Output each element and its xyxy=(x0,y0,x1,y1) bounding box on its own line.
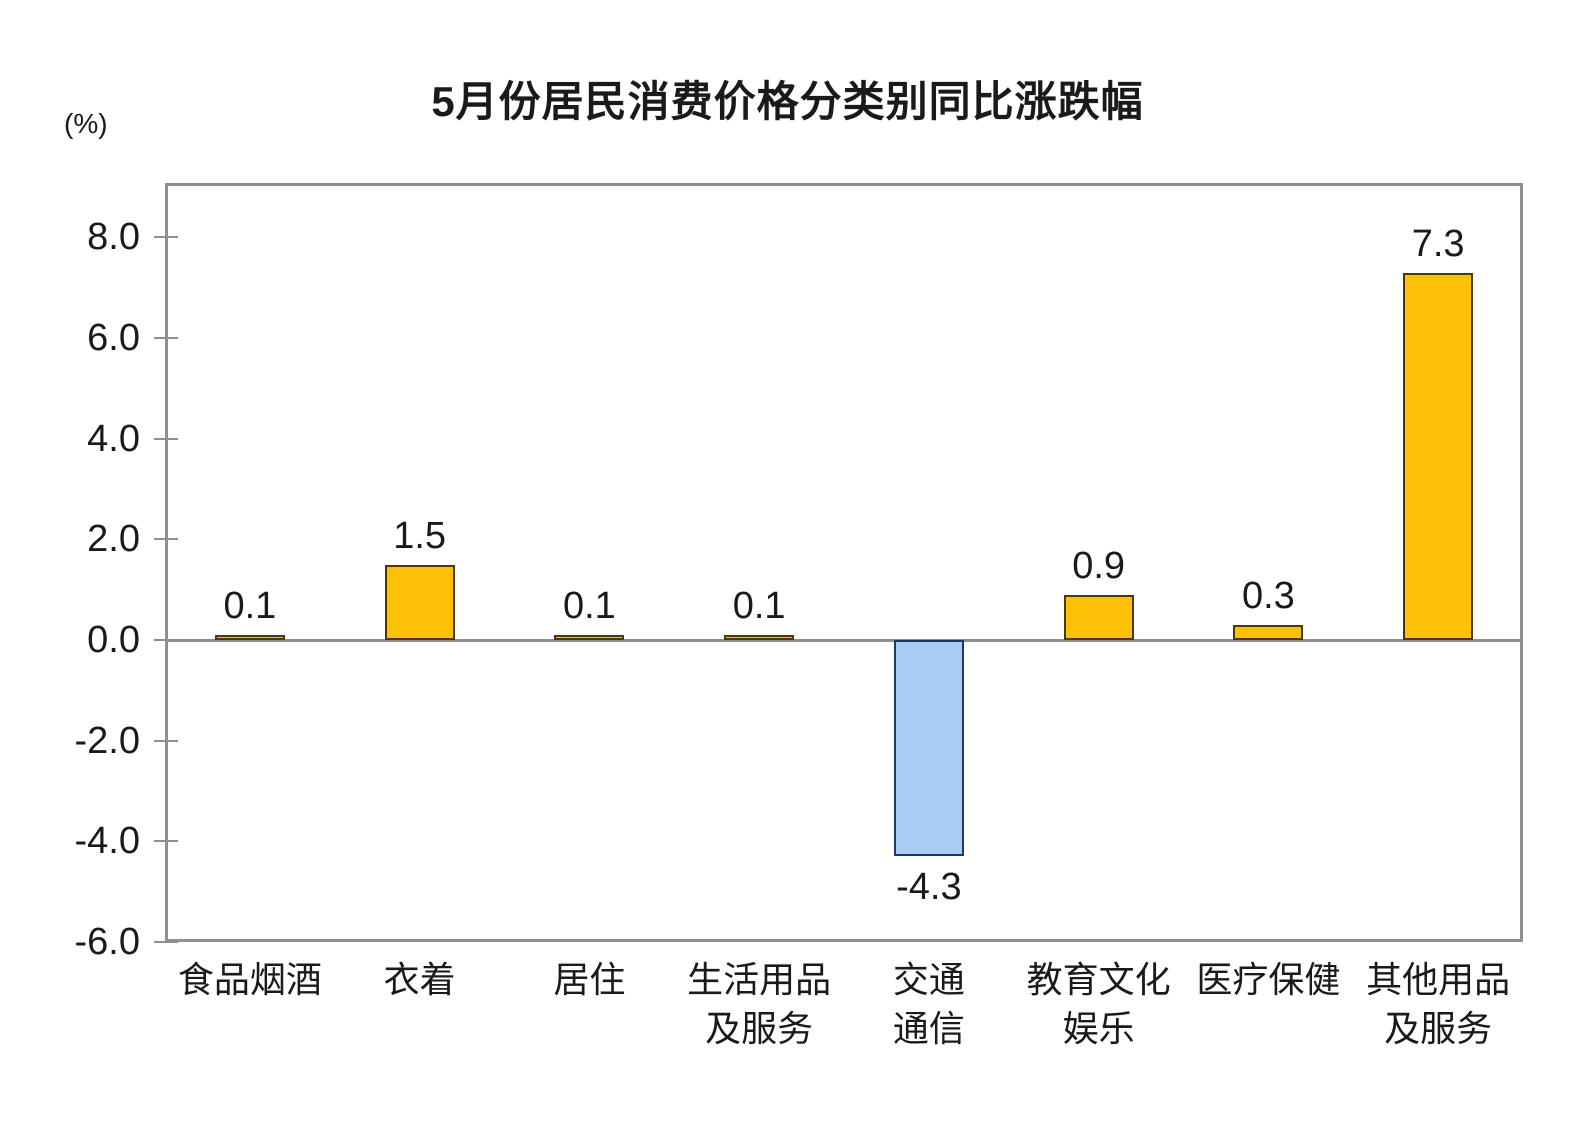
chart-title: 5月份居民消费价格分类别同比涨跌幅 xyxy=(431,78,1144,125)
y-tick-label: -6.0 xyxy=(74,921,140,963)
bar-value-label: 0.1 xyxy=(732,584,786,627)
y-tick-label: 6.0 xyxy=(87,317,140,360)
x-category-label: 教育文化 娱乐 xyxy=(1026,959,1171,1049)
y-tick-mark xyxy=(154,941,178,943)
bar-value-label: 0.1 xyxy=(223,584,277,627)
y-tick-mark xyxy=(154,437,178,440)
y-tick-mark xyxy=(154,739,178,742)
bar-value-label: 0.3 xyxy=(1241,574,1295,617)
bar-value-label: 7.3 xyxy=(1411,222,1465,265)
y-tick-label: -2.0 xyxy=(74,719,140,762)
y-tick-label: 2.0 xyxy=(87,518,140,561)
y-tick-mark xyxy=(154,840,178,843)
bar-生活用品及服务 xyxy=(724,634,795,640)
x-category-label: 居住 xyxy=(553,959,626,1000)
x-category-label: 食品烟酒 xyxy=(177,959,322,1000)
x-category-label: 交通 通信 xyxy=(892,959,965,1049)
bar-value-label: -4.3 xyxy=(896,866,962,909)
y-tick-label: 8.0 xyxy=(87,216,140,259)
bar-教育文化娱乐 xyxy=(1063,594,1134,640)
y-tick-label: 4.0 xyxy=(87,417,140,460)
plot-area xyxy=(165,183,1523,942)
y-tick-label: -4.0 xyxy=(74,820,140,863)
y-tick-mark xyxy=(154,538,178,541)
bar-居住 xyxy=(554,634,625,640)
bar-value-label: 0.1 xyxy=(562,584,616,627)
x-category-label: 生活用品 及服务 xyxy=(687,959,832,1049)
x-category-label: 衣着 xyxy=(383,959,456,1000)
y-tick-label: 0.0 xyxy=(87,619,140,661)
y-tick-mark xyxy=(154,236,178,239)
y-tick-mark xyxy=(154,337,178,340)
bar-value-label: 1.5 xyxy=(393,514,447,557)
bar-其他用品及服务 xyxy=(1403,272,1474,640)
bar-医疗保健 xyxy=(1233,624,1304,640)
bar-value-label: 0.9 xyxy=(1072,544,1126,587)
zero-baseline xyxy=(165,638,1523,642)
bar-食品烟酒 xyxy=(214,634,285,640)
bar-交通通信 xyxy=(893,640,964,857)
x-category-label: 其他用品 及服务 xyxy=(1366,959,1511,1049)
y-axis-unit-label: (%) xyxy=(64,108,108,139)
bar-衣着 xyxy=(384,564,455,640)
x-category-label: 医疗保健 xyxy=(1196,959,1341,1000)
